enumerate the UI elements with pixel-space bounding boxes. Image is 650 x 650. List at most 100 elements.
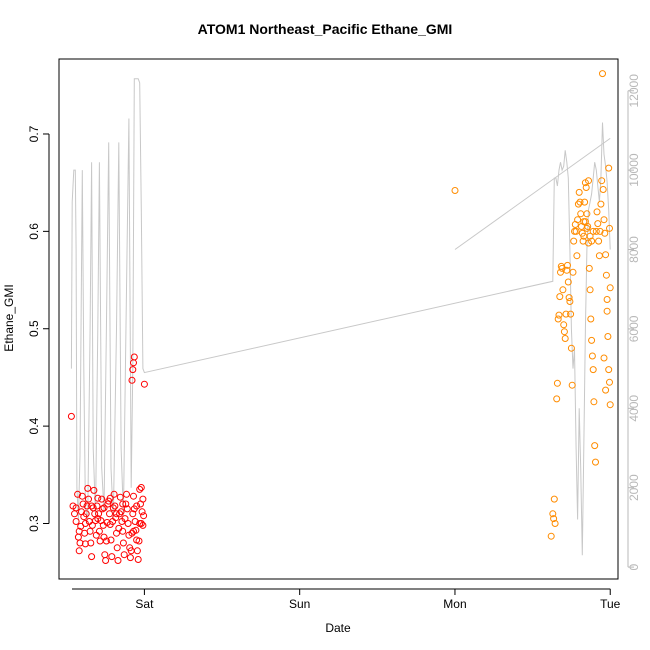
data-point (585, 177, 592, 185)
data-point (67, 412, 75, 420)
data-point (138, 508, 146, 516)
data-point (575, 188, 583, 196)
data-point (549, 510, 557, 518)
data-point (130, 353, 138, 361)
data-point (451, 187, 459, 194)
data-point (601, 229, 609, 237)
y-tick-label: 0.7 (27, 125, 41, 142)
data-point (582, 184, 590, 191)
data-point (72, 504, 80, 512)
data-point (567, 344, 575, 352)
data-point (123, 505, 131, 513)
data-point (591, 442, 599, 450)
data-point (72, 518, 80, 525)
data-point (104, 500, 112, 508)
data-point (100, 504, 108, 512)
data-point (122, 500, 130, 508)
data-point (560, 328, 568, 336)
data-point (553, 379, 561, 387)
data-point (140, 380, 148, 388)
data-point (581, 198, 589, 206)
x-axis-label: Date (325, 621, 351, 635)
data-point (95, 527, 103, 535)
plot-frame (58, 58, 619, 580)
data-point (107, 536, 115, 544)
data-point (94, 494, 102, 502)
data-point (553, 395, 561, 403)
data-point (119, 539, 127, 547)
data-point (574, 200, 582, 208)
data-point (589, 366, 597, 374)
data-point (113, 510, 120, 518)
data-point (113, 544, 121, 552)
data-point (116, 493, 124, 501)
data-point (606, 401, 614, 409)
data-point (123, 490, 130, 498)
data-point (600, 216, 608, 224)
data-point (588, 352, 596, 360)
y-tick-label: 0.3 (27, 515, 41, 532)
data-point (136, 485, 144, 493)
data-point (86, 527, 94, 535)
data-point (602, 271, 610, 279)
data-point (602, 386, 610, 394)
data-point (137, 484, 145, 491)
data-point (603, 307, 611, 315)
data-point (562, 310, 570, 318)
x-tick-label: Sun (289, 597, 310, 611)
data-point (561, 335, 569, 342)
data-point (91, 510, 99, 518)
data-point (581, 218, 589, 226)
data-point (604, 333, 612, 340)
data-point (605, 164, 613, 172)
data-point (583, 224, 591, 232)
data-point (551, 520, 559, 527)
y-tick-label: 0.4 (27, 417, 41, 434)
data-point (573, 252, 581, 260)
data-point (93, 502, 101, 510)
data-point (603, 296, 611, 303)
data-point (94, 515, 102, 523)
data-point (547, 532, 555, 540)
data-point (139, 521, 147, 529)
data-point (82, 510, 90, 518)
data-point (554, 315, 562, 323)
data-point (572, 227, 580, 235)
data-point (606, 224, 613, 232)
data-point (558, 264, 566, 272)
data-point (583, 210, 591, 218)
data-point (564, 261, 571, 269)
y2-tick-label: 2000 (627, 474, 641, 501)
data-point (594, 220, 602, 228)
data-point (585, 264, 593, 272)
data-point (570, 237, 578, 245)
data-point (75, 527, 83, 535)
data-point (130, 492, 137, 500)
data-point (135, 537, 143, 545)
data-point (565, 294, 573, 302)
data-point (119, 527, 127, 535)
data-point (133, 502, 141, 510)
data-point (140, 512, 148, 520)
x-tick-label: Tue (600, 597, 621, 611)
data-point (600, 354, 608, 362)
y-axis-label: Ethane_GMI (2, 284, 16, 351)
data-point (566, 298, 574, 305)
data-point (95, 510, 103, 518)
data-point (92, 517, 99, 525)
data-point (587, 315, 595, 323)
data-point (74, 490, 82, 498)
data-point (550, 515, 558, 523)
data-point (81, 520, 89, 527)
data-point (599, 186, 607, 193)
x-tick-label: Sat (135, 597, 154, 611)
data-point (120, 551, 128, 559)
data-point (576, 198, 584, 206)
data-point (593, 208, 601, 216)
data-point (559, 286, 567, 294)
x-tick-label: Mon (443, 597, 466, 611)
data-point (78, 492, 86, 500)
data-point (568, 381, 576, 389)
data-point (133, 547, 141, 555)
